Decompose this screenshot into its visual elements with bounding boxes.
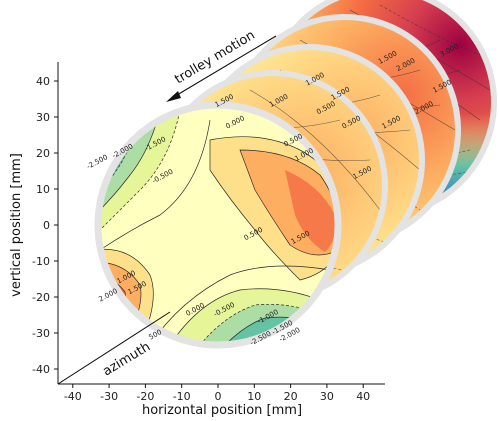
contour-label: -2.500: [85, 153, 109, 171]
x-tick-label: 40: [356, 390, 370, 403]
y-tick-label: -30: [32, 327, 50, 340]
trolley-arrow: [171, 35, 277, 99]
y-tick-label: -40: [32, 363, 50, 376]
y-axis-title: vertical position [mm]: [9, 153, 24, 297]
x-tick-label: 30: [320, 390, 334, 403]
x-axis-title: horizontal position [mm]: [142, 403, 302, 418]
contour-label: 2.000: [97, 287, 118, 303]
y-tick-label: -10: [32, 255, 50, 268]
ticks: -40 -30 -20 -10 0 10 20 30 40 40 30 20 10 0 -10 -20 -30 -…: [32, 75, 370, 403]
x-tick-label: -10: [173, 390, 191, 403]
x-tick-label: -20: [136, 390, 154, 403]
depth-axis-line: [57, 311, 171, 385]
y-tick-label: -20: [32, 291, 50, 304]
y-tick-label: 30: [36, 111, 50, 124]
y-tick-label: 40: [36, 75, 50, 88]
x-tick-label: -30: [100, 390, 118, 403]
x-tick-label: 10: [247, 390, 261, 403]
x-tick-label: 20: [284, 390, 298, 403]
x-tick-label: -40: [64, 390, 82, 403]
trolley-arrowhead-icon: [166, 91, 181, 102]
x-tick-label: 0: [215, 390, 222, 403]
y-tick-label: 10: [36, 183, 50, 196]
axes: [57, 62, 385, 385]
azimuth-label: azimuth: [100, 339, 153, 379]
y-tick-label: 20: [36, 147, 50, 160]
y-tick-label: 0: [43, 219, 50, 232]
